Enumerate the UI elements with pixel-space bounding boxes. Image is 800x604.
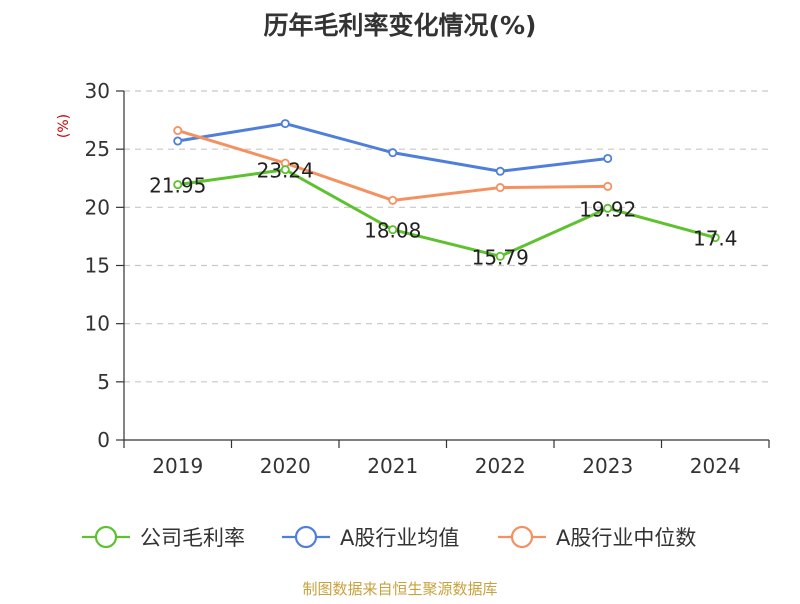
- y-axis-label: (%): [56, 114, 72, 138]
- x-tick-label: 2023: [582, 454, 633, 478]
- legend-marker: [510, 525, 534, 549]
- data-label: 17.4: [693, 227, 738, 251]
- legend-marker: [94, 525, 118, 549]
- data-point[interactable]: [388, 148, 398, 158]
- data-point[interactable]: [603, 153, 613, 163]
- data-label: 15.79: [472, 245, 529, 269]
- data-point[interactable]: [495, 166, 505, 176]
- y-tick-label: 10: [85, 312, 110, 336]
- series-line: [177, 122, 608, 173]
- x-tick-label: 2024: [690, 454, 741, 478]
- data-point[interactable]: [388, 195, 398, 205]
- data-point[interactable]: [173, 126, 183, 136]
- series-line: [177, 168, 716, 258]
- legend[interactable]: 公司毛利率 A股行业均值 A股行业中位数: [82, 525, 696, 550]
- data-point[interactable]: [495, 183, 505, 193]
- legend-label: A股行业均值: [340, 526, 459, 550]
- y-tick-label: 15: [85, 254, 110, 278]
- legend-item[interactable]: A股行业均值: [282, 525, 459, 550]
- data-label: 21.95: [149, 174, 206, 198]
- chart-title: 历年毛利率变化情况(%): [264, 11, 537, 40]
- y-tick-label: 0: [97, 428, 110, 452]
- data-point[interactable]: [280, 119, 290, 129]
- data-point[interactable]: [603, 181, 613, 191]
- y-tick-label: 30: [85, 79, 110, 103]
- data-point[interactable]: [280, 165, 290, 175]
- data-label: 23.24: [257, 159, 314, 183]
- data-point[interactable]: [173, 180, 183, 190]
- legend-label: 公司毛利率: [140, 526, 245, 550]
- legend-item[interactable]: 公司毛利率: [82, 525, 245, 550]
- legend-marker: [294, 525, 318, 549]
- x-tick-label: 2020: [260, 454, 311, 478]
- y-tick-label: 20: [85, 195, 110, 219]
- data-labels: 21.95 23.24 18.08 15.79 19.92 17.4: [149, 159, 737, 270]
- x-tick-label: 2019: [152, 454, 203, 478]
- axes: 0 5 10 15 20 25 30 2019 2020 2021 2022 2023 2024: [85, 79, 770, 478]
- data-point[interactable]: [173, 136, 183, 146]
- data-point[interactable]: [603, 203, 613, 213]
- grid-lines: [124, 90, 769, 383]
- x-tick-label: 2021: [367, 454, 418, 478]
- y-tick-label: 25: [85, 137, 110, 161]
- data-point[interactable]: [495, 251, 505, 261]
- source-note: 制图数据来自恒生聚源数据库: [302, 580, 497, 598]
- data-point[interactable]: [388, 225, 398, 235]
- data-label: 19.92: [579, 197, 636, 221]
- legend-item[interactable]: A股行业中位数: [498, 525, 696, 550]
- legend-label: A股行业中位数: [556, 526, 696, 550]
- y-tick-label: 5: [97, 370, 110, 394]
- series-lines: [173, 119, 720, 261]
- data-point[interactable]: [710, 233, 720, 243]
- x-tick-label: 2022: [475, 454, 526, 478]
- data-label: 18.08: [364, 219, 421, 243]
